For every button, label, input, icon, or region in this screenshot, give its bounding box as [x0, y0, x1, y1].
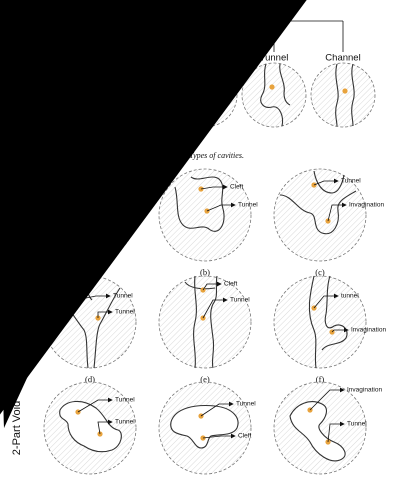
arrow — [200, 401, 234, 417]
tree-leaf: Tunnel — [260, 53, 289, 64]
arrow — [313, 293, 339, 309]
constriction — [276, 0, 320, 482]
arrow — [331, 327, 349, 333]
panel-label: (b) — [200, 267, 210, 277]
arrow — [202, 281, 222, 291]
arrow — [200, 184, 228, 190]
cavity-outline — [174, 176, 225, 232]
panel-label: (c) — [315, 267, 325, 277]
annotation: Invagination — [347, 387, 382, 394]
constriction — [0, 0, 307, 415]
annotation: Tunnel — [236, 401, 256, 408]
cavity-outline — [308, 275, 348, 369]
atom — [342, 88, 348, 94]
annotation: Tunnel — [115, 309, 135, 316]
arrow — [313, 178, 339, 186]
annotation: Tunnel — [230, 297, 250, 304]
cavity-outline — [335, 63, 355, 127]
annotation: tunnel — [341, 293, 359, 300]
atom — [269, 84, 275, 90]
arrow — [327, 421, 345, 443]
tree-leaf: Channel — [325, 53, 360, 64]
annotation: Invagination — [351, 327, 386, 334]
panel-label: (f) — [316, 374, 325, 384]
disc — [273, 168, 367, 262]
cavity-outline — [260, 63, 291, 127]
annotation: Tunnel — [115, 397, 135, 404]
row-label: 2-Part Void — [11, 401, 23, 455]
cavity-outline — [170, 404, 239, 449]
annotation: Tunnel — [238, 202, 258, 209]
panel-label: (h) — [200, 480, 210, 482]
arrow — [202, 297, 228, 319]
cavity-outline — [289, 401, 346, 462]
disc — [273, 275, 367, 369]
disc — [158, 275, 252, 369]
annotation: Cleft — [238, 433, 252, 440]
arrow — [77, 397, 113, 413]
annotation: Cleft — [230, 184, 244, 191]
annotation: Tunnel — [113, 293, 133, 300]
disc — [310, 62, 376, 128]
panel-label: (d) — [85, 374, 95, 384]
cavity-outline — [184, 275, 218, 369]
disc — [158, 168, 252, 262]
panel-label: (i) — [316, 480, 324, 482]
cavity-outline — [279, 170, 357, 235]
disc — [273, 381, 367, 475]
annotation: Cleft — [224, 281, 238, 288]
arrow — [202, 433, 236, 439]
arrow — [206, 202, 236, 212]
arrow — [97, 309, 113, 318]
arrow — [97, 419, 113, 435]
annotation: Invagination — [349, 202, 384, 209]
annotation: Tunnel — [347, 421, 367, 428]
cavity-outline — [59, 400, 122, 453]
panel-label: (e) — [200, 374, 210, 384]
disc — [241, 62, 307, 128]
panel-label: (g) — [85, 480, 95, 482]
annotation: Tunnel — [115, 419, 135, 426]
arrow — [309, 387, 345, 411]
arrow — [327, 202, 347, 222]
annotation: Tunnel — [341, 178, 361, 185]
